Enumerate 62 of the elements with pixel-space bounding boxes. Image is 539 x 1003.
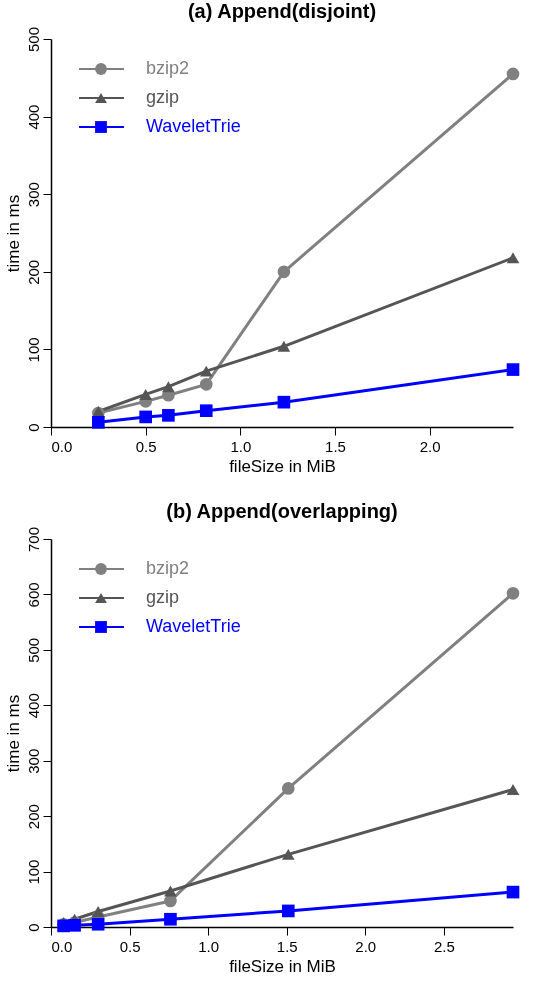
y-tick-label: 100 <box>24 337 42 363</box>
y-tick-label: 300 <box>24 748 42 774</box>
y-tick-label: 300 <box>24 182 42 208</box>
point <box>164 912 177 926</box>
point <box>199 378 213 391</box>
point <box>277 265 291 279</box>
point <box>91 906 105 917</box>
point <box>506 587 520 600</box>
chart-title: (a) Append(disjoint) <box>187 0 377 23</box>
point <box>162 381 175 393</box>
point <box>199 365 213 377</box>
point <box>164 894 177 908</box>
point <box>164 885 177 897</box>
point <box>277 340 291 352</box>
y-axis-title: time in ms <box>3 194 23 273</box>
legend-label: gzip <box>146 87 180 107</box>
x-tick-label: 1.0 <box>230 437 252 455</box>
y-tick-label: 600 <box>24 582 42 608</box>
chart-title: (b) Append(overlapping) <box>166 500 398 523</box>
y-tick-label: 500 <box>24 26 42 53</box>
x-axis-title: fileSize in MiB <box>229 456 336 476</box>
point <box>506 885 520 899</box>
y-tick-label: 200 <box>24 259 42 285</box>
x-tick-label: 1.5 <box>325 437 346 455</box>
y-tick-label: 500 <box>24 637 42 663</box>
legend-label: bzip2 <box>146 58 190 78</box>
point <box>162 409 175 422</box>
x-tick-label: 2.5 <box>433 937 455 955</box>
y-tick-label: 0 <box>24 923 42 932</box>
point <box>139 410 152 424</box>
point <box>277 395 291 409</box>
point <box>506 67 520 81</box>
point <box>281 782 295 795</box>
point <box>506 363 520 376</box>
point <box>92 416 105 429</box>
x-axis-title: fileSize in MiB <box>229 956 336 976</box>
y-tick-label: 0 <box>24 423 42 432</box>
x-tick-label: 0.5 <box>119 937 141 955</box>
point <box>281 904 295 918</box>
point <box>506 252 520 264</box>
x-tick-label: 0.5 <box>135 437 157 455</box>
x-tick-label: 2.0 <box>419 437 441 455</box>
point <box>199 404 213 418</box>
y-tick-label: 100 <box>24 859 42 885</box>
x-tick-label: 2.0 <box>355 937 377 955</box>
y-axis-title: time in ms <box>3 694 23 773</box>
legend-label: WaveletTrie <box>146 116 241 136</box>
legend-label: gzip <box>146 587 180 607</box>
x-tick-label: 1.0 <box>198 937 220 955</box>
y-tick-label: 400 <box>24 104 42 130</box>
point <box>139 388 152 400</box>
y-tick-label: 400 <box>24 693 42 719</box>
legend-label: WaveletTrie <box>146 616 241 636</box>
legend-label: bzip2 <box>146 558 190 578</box>
point <box>91 917 105 931</box>
x-tick-label: 0.0 <box>51 937 73 955</box>
y-tick-label: 200 <box>24 804 42 830</box>
x-tick-label: 1.5 <box>276 937 298 955</box>
point <box>281 848 295 860</box>
y-tick-label: 700 <box>24 526 42 553</box>
x-tick-label: 0.0 <box>51 437 73 455</box>
point <box>506 784 520 796</box>
